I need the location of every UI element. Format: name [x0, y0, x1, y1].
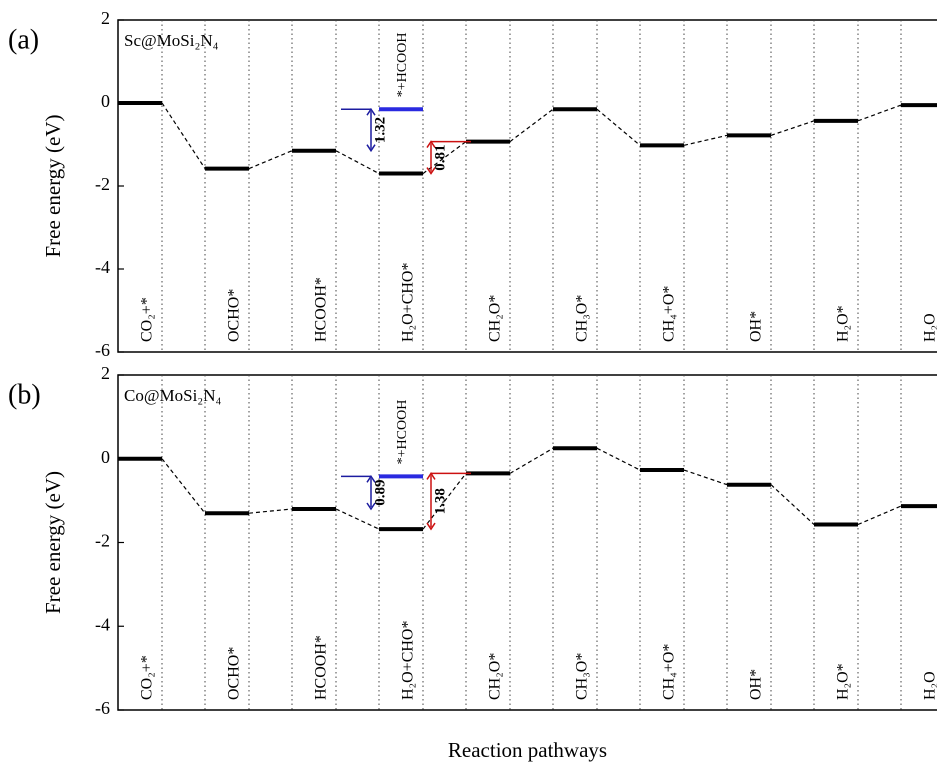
- y-tick-label: 0: [101, 447, 110, 467]
- x-axis-label: Reaction pathways: [448, 738, 607, 762]
- connector: [249, 509, 292, 513]
- x-tick-label: CH₃O*: [574, 653, 591, 700]
- connector: [771, 121, 814, 136]
- connector: [684, 470, 727, 485]
- x-tick-label: HCOOH*: [313, 277, 330, 342]
- y-tick-label: -6: [95, 340, 110, 360]
- connector: [684, 135, 727, 145]
- x-tick-label: CH₄+O*: [661, 644, 678, 700]
- y-tick-label: 0: [101, 91, 110, 111]
- x-tick-label: CO₂+*: [139, 297, 156, 342]
- chart: -6 -4 -2 0 2 Free energy (eV) (a) Sc@MoSi₂N₄ CO₂…: [0, 0, 937, 769]
- x-tick-label: OH*: [748, 311, 765, 342]
- x-tick-label: H₂O: [922, 313, 937, 342]
- connector: [336, 151, 379, 174]
- y-tick-label: 2: [101, 363, 110, 383]
- x-tick-label: CH₄+O*: [661, 286, 678, 342]
- connector: [162, 459, 205, 513]
- connector: [510, 448, 553, 473]
- x-tick-label: H₂O: [922, 671, 937, 700]
- y-tick-label: -4: [95, 614, 110, 634]
- x-tick-label: H₂O*: [835, 305, 852, 342]
- branch-label: *+HCOOH: [395, 400, 410, 465]
- y-tick-label: -6: [95, 698, 110, 718]
- x-tick-label: HCOOH*: [313, 635, 330, 700]
- connector: [162, 103, 205, 169]
- branch-label: *+HCOOH: [395, 33, 410, 98]
- y-axis-label: Free energy (eV): [41, 471, 65, 614]
- y-tick-label: -2: [95, 531, 110, 551]
- x-tick-label: CH₂O*: [487, 295, 504, 342]
- connector: [597, 109, 640, 145]
- x-tick-label: OH*: [748, 669, 765, 700]
- connector: [336, 509, 379, 529]
- panel-label: (a): [8, 24, 39, 55]
- panel-label: (b): [8, 379, 41, 410]
- connector: [771, 485, 814, 525]
- x-tick-label: H₂O*: [835, 663, 852, 700]
- barrier-label: 0.89: [372, 480, 388, 506]
- x-tick-label: CO₂+*: [139, 655, 156, 700]
- connector: [858, 506, 901, 524]
- x-tick-label: H₂O+CHO*: [400, 621, 417, 701]
- y-axis-label: Free energy (eV): [41, 114, 65, 257]
- x-tick-label: OCHO*: [226, 647, 243, 700]
- y-tick-label: 2: [101, 8, 110, 28]
- panel: -6 -4 -2 0 2 Free energy (eV) (a) Sc@MoSi₂N₄ CO₂…: [8, 8, 937, 360]
- panel-title: Sc@MoSi₂N₄: [124, 31, 219, 50]
- panel: -6 -4 -2 0 2 Free energy (eV) (b) Co@MoSi₂N₄ Rea…: [8, 363, 937, 762]
- barrier-label: 0.81: [432, 144, 448, 170]
- connector: [510, 109, 553, 141]
- x-tick-label: OCHO*: [226, 289, 243, 342]
- barrier-label: 1.32: [372, 117, 388, 143]
- x-tick-label: CH₃O*: [574, 295, 591, 342]
- y-tick-label: -2: [95, 174, 110, 194]
- panel-title: Co@MoSi₂N₄: [124, 386, 221, 405]
- connector: [858, 105, 901, 121]
- connector: [249, 151, 292, 169]
- barrier-label: 1.38: [432, 488, 448, 514]
- y-tick-label: -4: [95, 257, 110, 277]
- x-tick-label: H₂O+CHO*: [400, 263, 417, 343]
- connector: [597, 448, 640, 470]
- x-tick-label: CH₂O*: [487, 653, 504, 700]
